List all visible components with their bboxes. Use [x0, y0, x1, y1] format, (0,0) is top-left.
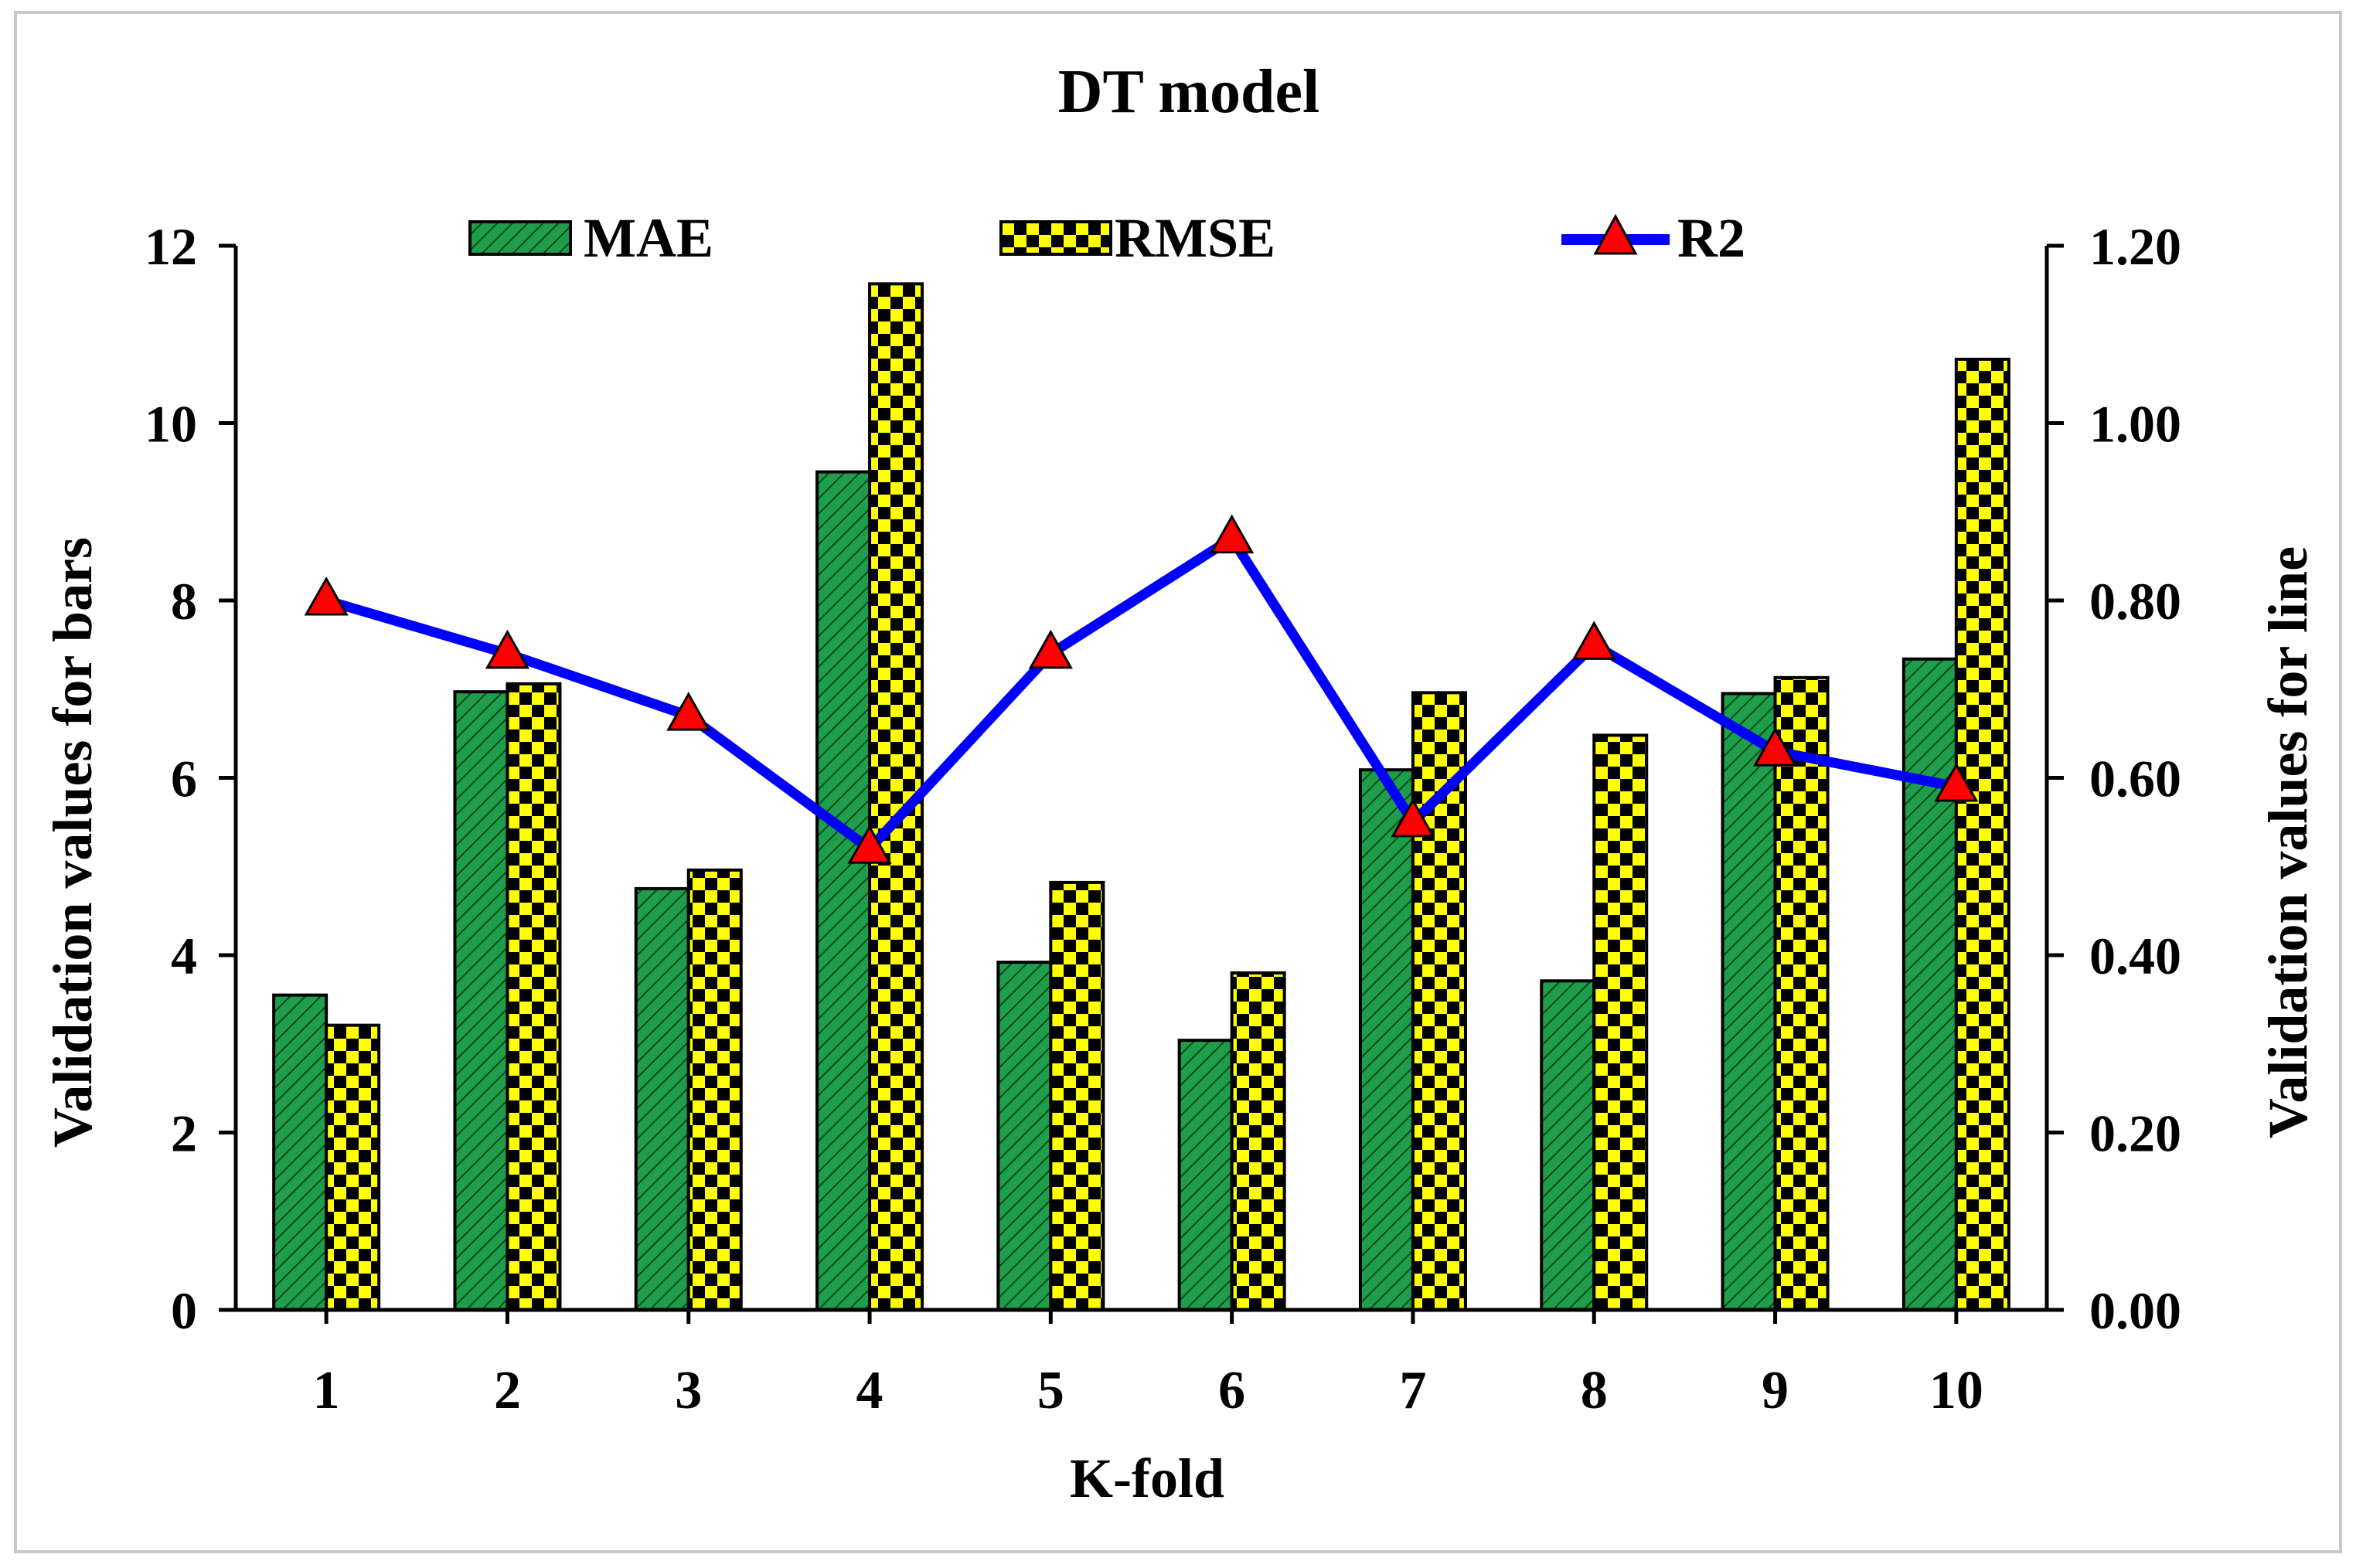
- bar-rmse-8: [1592, 733, 1649, 1311]
- y-right-tick-label: 0.80: [2089, 572, 2181, 631]
- x-tick-label: 9: [1762, 1361, 1789, 1420]
- y-left-tick-label: 2: [171, 1104, 197, 1163]
- legend-swatch-mae: [468, 220, 572, 256]
- bar-mae-9: [1721, 692, 1777, 1311]
- point-r2-9: [1752, 727, 1798, 767]
- legend-label-r2: R2: [1677, 207, 1745, 269]
- bar-mae-4: [815, 470, 872, 1311]
- bar-rmse-6: [1230, 971, 1286, 1311]
- x-tick-label: 2: [494, 1361, 521, 1420]
- y-right-tick-label: 0.20: [2089, 1104, 2181, 1163]
- y-left-tick-label: 12: [145, 217, 197, 276]
- point-r2-5: [1028, 629, 1073, 669]
- x-tick-label: 5: [1037, 1361, 1064, 1420]
- x-tick-label: 7: [1399, 1361, 1426, 1420]
- x-tick-label: 8: [1581, 1361, 1608, 1420]
- legend-swatch-rmse: [999, 220, 1112, 256]
- bar-mae-6: [1177, 1039, 1234, 1312]
- point-r2-8: [1571, 621, 1616, 660]
- legend: MAE RMSE R2: [468, 207, 1745, 269]
- point-r2-6: [1210, 514, 1255, 554]
- bar-mae-1: [272, 993, 329, 1311]
- bar-mae-10: [1901, 657, 1958, 1311]
- point-r2-1: [304, 576, 349, 616]
- y-right-tick-label: 0.00: [2089, 1281, 2181, 1340]
- point-r2-2: [485, 629, 530, 669]
- y-right-tick-label: 1.20: [2089, 217, 2181, 276]
- point-r2-3: [666, 692, 711, 731]
- point-r2-10: [1934, 762, 1979, 802]
- bar-rmse-3: [686, 868, 743, 1311]
- bar-mae-5: [996, 961, 1053, 1312]
- y-axis-right-title: Validation values for line: [2257, 546, 2319, 1138]
- bar-mae-2: [453, 690, 509, 1311]
- point-r2-4: [847, 825, 892, 864]
- chart-title: DT model: [1058, 58, 1320, 126]
- y-right-tick-label: 1.00: [2089, 395, 2181, 454]
- legend-label-rmse: RMSE: [1115, 207, 1275, 269]
- y-left-tick-label: 8: [171, 572, 197, 631]
- bar-rmse-1: [325, 1023, 381, 1311]
- x-tick-label: 6: [1218, 1361, 1245, 1420]
- legend-label-mae: MAE: [584, 207, 713, 269]
- x-tick-label: 1: [313, 1361, 340, 1420]
- y-right-tick-label: 0.40: [2089, 927, 2181, 985]
- x-tick-label: 10: [1929, 1361, 1983, 1420]
- point-r2-7: [1391, 798, 1435, 838]
- y-axis-left-title: Validation values for bars: [42, 537, 104, 1148]
- legend-marker-r2: [1593, 213, 1638, 255]
- x-tick-label: 3: [675, 1361, 702, 1420]
- series-line-r2: [325, 533, 1958, 854]
- bar-mae-3: [634, 886, 690, 1311]
- y-left-tick-label: 6: [171, 750, 197, 808]
- y-left-tick-label: 10: [145, 395, 197, 454]
- y-left-tick-label: 4: [171, 927, 197, 985]
- x-axis-title: K-fold: [1070, 1447, 1224, 1509]
- bar-mae-7: [1358, 768, 1415, 1311]
- bar-rmse-5: [1049, 880, 1105, 1311]
- bar-rmse-10: [1954, 357, 2010, 1311]
- bar-rmse-2: [506, 682, 562, 1311]
- bar-mae-8: [1540, 979, 1596, 1311]
- x-tick-label: 4: [856, 1361, 884, 1420]
- bar-rmse-9: [1773, 675, 1830, 1311]
- y-right-tick-label: 0.60: [2089, 750, 2181, 808]
- y-left-tick-label: 0: [171, 1281, 197, 1340]
